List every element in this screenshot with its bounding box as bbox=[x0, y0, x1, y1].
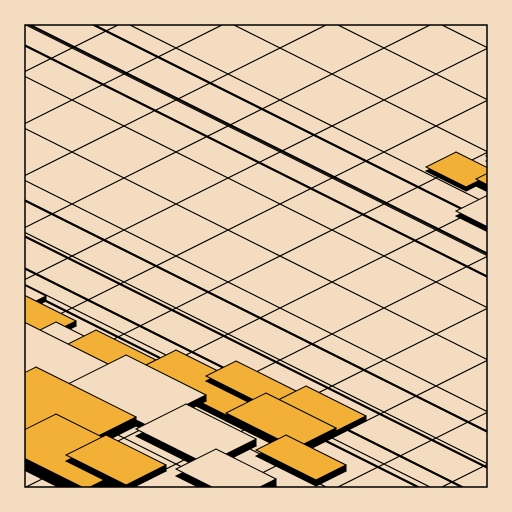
block-1 bbox=[424, 151, 487, 192]
block-4 bbox=[474, 172, 487, 193]
grid-line-a-15 bbox=[232, 25, 487, 153]
block-49-top bbox=[64, 434, 168, 486]
blocks bbox=[25, 151, 487, 487]
block-1-top bbox=[424, 151, 487, 188]
border-frame bbox=[24, 24, 488, 488]
grid-line-b-37 bbox=[232, 359, 487, 487]
block-10 bbox=[454, 195, 487, 233]
block-46-top bbox=[134, 403, 258, 465]
block-50-top bbox=[174, 448, 278, 487]
block-48 bbox=[254, 434, 348, 487]
block-4-top bbox=[474, 172, 487, 186]
block-43 bbox=[274, 385, 368, 437]
block-45 bbox=[224, 392, 338, 457]
block-10-top bbox=[454, 195, 487, 228]
block-48-top bbox=[254, 434, 348, 481]
block-49 bbox=[64, 434, 168, 487]
block-45-top bbox=[224, 392, 338, 449]
block-50 bbox=[174, 448, 278, 487]
